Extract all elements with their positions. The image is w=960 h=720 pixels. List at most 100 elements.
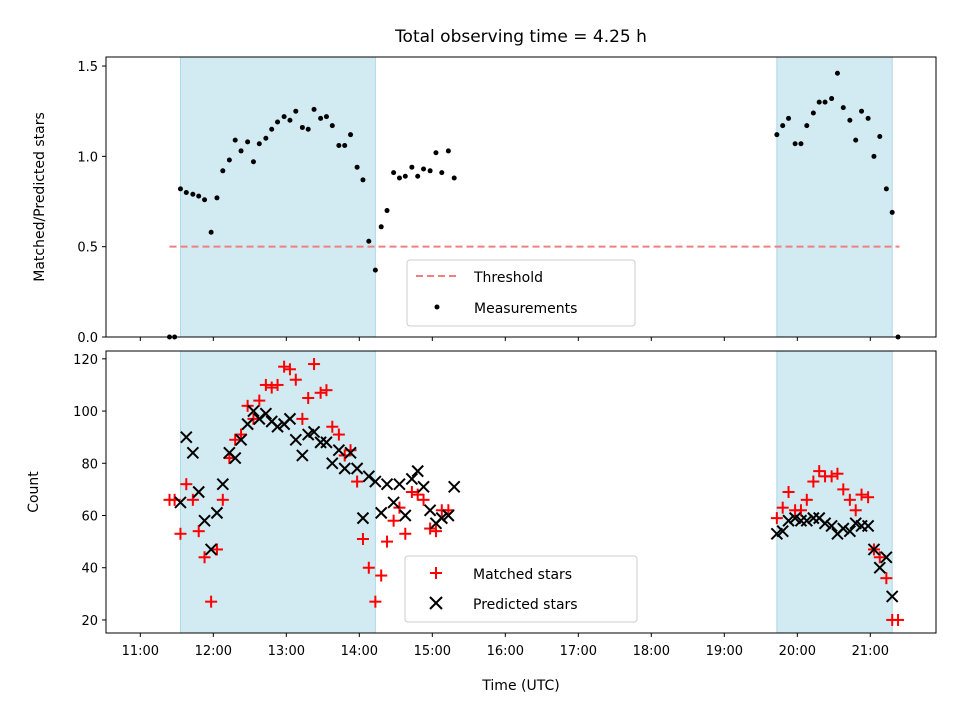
matched-stars-point: [332, 428, 345, 441]
y-tick-label: 60: [81, 510, 98, 525]
y-tick-label: 20: [81, 614, 98, 629]
predicted-stars-point: [296, 449, 309, 462]
matched-stars-point: [314, 386, 327, 399]
measurements-point: [275, 119, 281, 125]
predicted-stars-point: [289, 433, 303, 446]
measurements-point: [871, 153, 877, 159]
predicted-stars-point: [192, 485, 205, 499]
predicted-stars-point: [247, 404, 260, 418]
measurements-point: [883, 186, 889, 192]
measurements-point: [810, 110, 816, 116]
measurements-point: [859, 108, 865, 114]
measurements-point: [287, 117, 293, 123]
y-tick-label: 0.5: [77, 241, 98, 256]
measurements-point: [780, 123, 786, 129]
predicted-stars-point: [411, 464, 424, 478]
count-legend: Matched stars Predicted stars: [404, 555, 638, 623]
matched-stars-point: [326, 420, 339, 433]
measurements-point: [256, 141, 262, 147]
y-tick-label: 40: [81, 562, 98, 577]
matched-stars-point: [216, 493, 229, 506]
predicted-stars-point: [326, 457, 339, 470]
measurements-point: [391, 170, 397, 176]
ratio-legend: Threshold Measurements: [406, 259, 636, 327]
measurements-legend-label: Measurements: [474, 301, 577, 317]
observing-window-shade: [776, 56, 893, 338]
predicted-stars-point: [447, 480, 461, 493]
x-tick-label: 18:00: [633, 644, 670, 659]
observing-window-shade: [776, 350, 893, 634]
predicted-stars-point: [843, 524, 857, 538]
predicted-stars-point: [417, 480, 430, 493]
ratio-legend-box: [406, 259, 636, 327]
predicted-stars-point: [825, 519, 838, 533]
matched-legend-label: Matched stars: [473, 567, 572, 583]
matched-stars-point: [265, 381, 278, 394]
predicted-stars-point: [374, 506, 388, 520]
measurements-point: [208, 229, 214, 235]
measurements-point: [354, 164, 360, 170]
matched-stars-point: [283, 363, 296, 376]
predicted-stars-point: [794, 514, 808, 527]
matched-stars-point: [271, 378, 284, 391]
matched-stars-point: [429, 525, 442, 538]
x-axis-label: Time (UTC): [481, 678, 559, 694]
x-tick-label: 21:00: [852, 644, 889, 659]
measurements-point: [822, 99, 828, 105]
measurements-point: [238, 148, 244, 154]
predicted-stars-point: [332, 444, 346, 457]
matched-stars-point: [253, 394, 266, 407]
predicted-legend-label: Predicted stars: [473, 597, 578, 613]
measurements-point: [311, 106, 317, 112]
matched-stars-point: [174, 527, 187, 540]
matched-stars-point: [210, 543, 223, 556]
x-tick-label: 12:00: [195, 644, 232, 659]
measurements-point: [348, 132, 354, 138]
measurements-point: [299, 124, 305, 130]
matched-stars-point: [880, 572, 893, 585]
predicted-stars-point: [180, 430, 193, 444]
matched-stars-point: [186, 493, 199, 506]
predicted-stars-point: [210, 506, 224, 520]
predicted-stars-point: [320, 436, 333, 449]
measurements-point: [834, 70, 840, 76]
predicted-stars-point: [782, 514, 795, 527]
measurements-point: [202, 197, 208, 203]
predicted-stars-point: [216, 477, 230, 491]
matched-stars-point: [362, 561, 375, 574]
measurements-point: [293, 108, 299, 114]
measurements-point: [774, 132, 780, 138]
measurements-point: [792, 141, 798, 147]
matched-stars-point: [776, 501, 789, 514]
predicted-stars-point: [387, 496, 400, 509]
ratio-panel: 0.0 0.5 1.0 1.5 Matched/Predicted stars Thr…: [32, 56, 937, 346]
ratio-panel-frame: [105, 56, 937, 338]
matched-stars-point: [296, 412, 309, 425]
x-tick-label: 14:00: [341, 644, 378, 659]
measurements-point: [281, 114, 287, 120]
y-tick-label: 1.5: [77, 60, 98, 75]
predicted-stars-point: [807, 511, 820, 525]
matched-stars-point: [855, 488, 868, 501]
measurements-point: [816, 99, 822, 105]
matched-stars-point: [180, 478, 193, 491]
predicted-stars-point: [435, 511, 449, 525]
x-tick-label: 11:00: [122, 644, 159, 659]
predicted-stars-point: [885, 590, 899, 603]
predicted-stars-point: [283, 412, 297, 426]
measurements-point: [396, 175, 402, 181]
y-tick-label: 100: [73, 405, 98, 420]
predicted-stars-point: [241, 417, 254, 431]
predicted-stars-point: [356, 511, 370, 525]
matched-stars-point: [862, 491, 875, 504]
measurements-point: [433, 150, 439, 156]
measurements-point: [847, 117, 853, 123]
y-tick-label: 0.0: [77, 331, 98, 346]
measurements-point: [786, 115, 792, 121]
x-tick-label: 20:00: [779, 644, 816, 659]
measurements-point: [214, 195, 220, 201]
count-panel-frame: [105, 350, 937, 634]
observing-window-shade: [179, 56, 376, 338]
predicted-stars-point: [867, 543, 881, 556]
predicted-stars-point: [442, 509, 455, 522]
